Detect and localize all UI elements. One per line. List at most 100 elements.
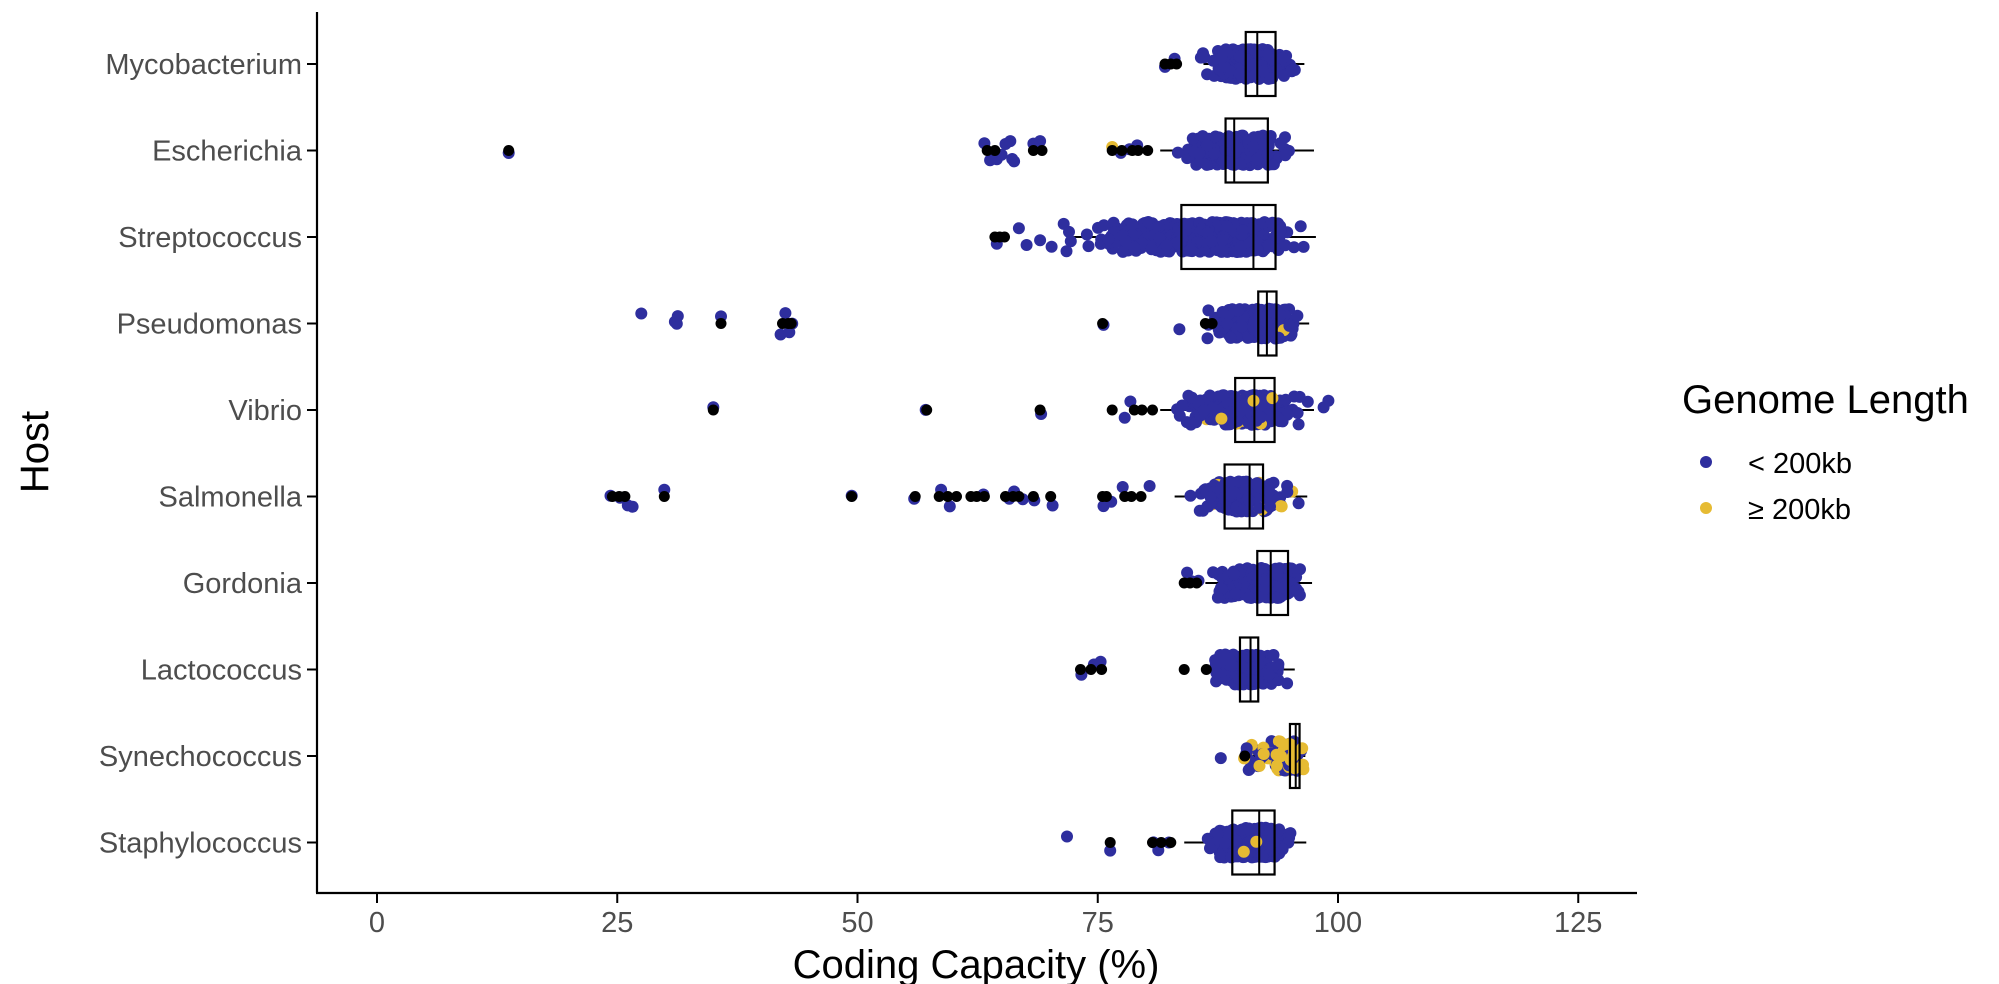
point-small-genome (1097, 219, 1110, 232)
point-small-genome (1263, 668, 1276, 681)
outlier-point (951, 491, 962, 502)
point-small-genome (1218, 837, 1231, 849)
point-small-genome (1251, 153, 1264, 166)
point-small-genome (1250, 478, 1263, 491)
point-small-genome (1271, 591, 1284, 604)
point-small-genome (1061, 830, 1073, 843)
outlier-point (1200, 664, 1212, 675)
outlier-point (989, 145, 1001, 156)
boxplot-box (1257, 290, 1278, 357)
point-small-genome (1209, 130, 1222, 143)
point-small-genome (1207, 566, 1220, 579)
point-small-genome (1205, 235, 1218, 248)
outlier-point (1085, 664, 1097, 675)
point-small-genome (1237, 504, 1250, 516)
point-small-genome (1265, 217, 1278, 230)
point-large-genome (1253, 759, 1266, 772)
point-small-genome (1064, 235, 1077, 248)
point-small-genome (1236, 660, 1249, 673)
point-small-genome (1268, 306, 1281, 319)
y-tick-label: Lactococcus (141, 655, 302, 687)
legend-swatch-small (1700, 456, 1712, 468)
boxplot-box (1223, 463, 1265, 530)
boxplot-layer (1068, 63, 1316, 844)
legend-swatch-large (1700, 502, 1712, 514)
point-small-genome (1143, 480, 1156, 492)
y-axis-title: Host (13, 411, 57, 493)
outlier-point (715, 318, 727, 329)
point-small-genome (1224, 475, 1237, 488)
point-small-genome (1232, 304, 1245, 317)
point-small-genome (1171, 146, 1184, 159)
outlier-point (785, 318, 797, 329)
outlier-point (933, 491, 945, 502)
point-small-genome (1020, 239, 1033, 251)
point-small-genome (1288, 64, 1301, 76)
point-small-genome (1216, 306, 1229, 318)
box-iqr (1244, 30, 1277, 98)
point-small-genome (1185, 391, 1198, 404)
box-iqr (1256, 549, 1290, 617)
boxplot-box (1234, 376, 1276, 444)
point-small-genome (1235, 320, 1248, 333)
outlier-point (1135, 491, 1147, 502)
point-small-genome (1242, 764, 1255, 776)
point-small-genome (1208, 147, 1221, 160)
outlier-point (1106, 145, 1118, 156)
outlier-point (1097, 318, 1109, 329)
outlier-point (1013, 491, 1025, 502)
outlier-point (619, 491, 631, 502)
point-small-genome (1102, 233, 1115, 246)
point-small-genome (1276, 843, 1289, 856)
point-small-genome (1262, 239, 1275, 252)
y-tick-label: Staphylococcus (99, 828, 302, 860)
outlier-point (971, 491, 983, 502)
boxplot-box (1256, 549, 1290, 617)
boxplot-box (1244, 30, 1277, 98)
point-large-genome (1237, 845, 1250, 858)
point-small-genome (1216, 234, 1229, 247)
point-small-genome (1274, 137, 1287, 150)
outlier-point (1104, 837, 1116, 848)
outlier-point (1036, 145, 1048, 156)
point-small-genome (1209, 658, 1222, 671)
point-small-genome (1251, 243, 1264, 256)
point-small-genome (671, 310, 684, 323)
outlier-point (909, 491, 921, 502)
point-large-genome (1270, 748, 1283, 761)
point-small-genome (1271, 563, 1283, 576)
outlier-point (1125, 491, 1137, 502)
outlier-point (1128, 404, 1140, 416)
outlier-point (1096, 664, 1108, 675)
boxplot-box (1231, 809, 1276, 876)
point-small-genome (1249, 569, 1262, 582)
box-iqr (1238, 636, 1260, 703)
x-tick-label: 0 (369, 907, 385, 939)
outlier-point (1206, 318, 1218, 329)
box-iqr (1224, 117, 1269, 184)
point-small-genome (1228, 568, 1241, 581)
point-small-genome (1196, 504, 1209, 517)
boxplot-box (1238, 636, 1260, 703)
point-small-genome (1176, 399, 1189, 412)
y-tick-label: Synechococcus (99, 741, 302, 773)
point-small-genome (1045, 240, 1058, 253)
point-small-genome (1173, 323, 1186, 336)
point-small-genome (1201, 332, 1214, 345)
point-small-genome (1184, 489, 1197, 502)
point-small-genome (1283, 319, 1296, 332)
outlier-point (1027, 491, 1039, 502)
point-small-genome (943, 500, 956, 513)
outlier-point (1239, 750, 1251, 762)
point-small-genome (779, 307, 792, 320)
point-small-genome (1207, 402, 1219, 415)
point-small-genome (1276, 52, 1289, 65)
point-small-genome (1264, 72, 1277, 85)
outlier-point (942, 491, 954, 502)
point-small-genome (1116, 481, 1129, 493)
point-small-genome (1247, 140, 1260, 153)
outlier-point (1171, 58, 1183, 70)
point-small-genome (1216, 243, 1229, 256)
x-axis-title: Coding Capacity (%) (793, 943, 1160, 984)
